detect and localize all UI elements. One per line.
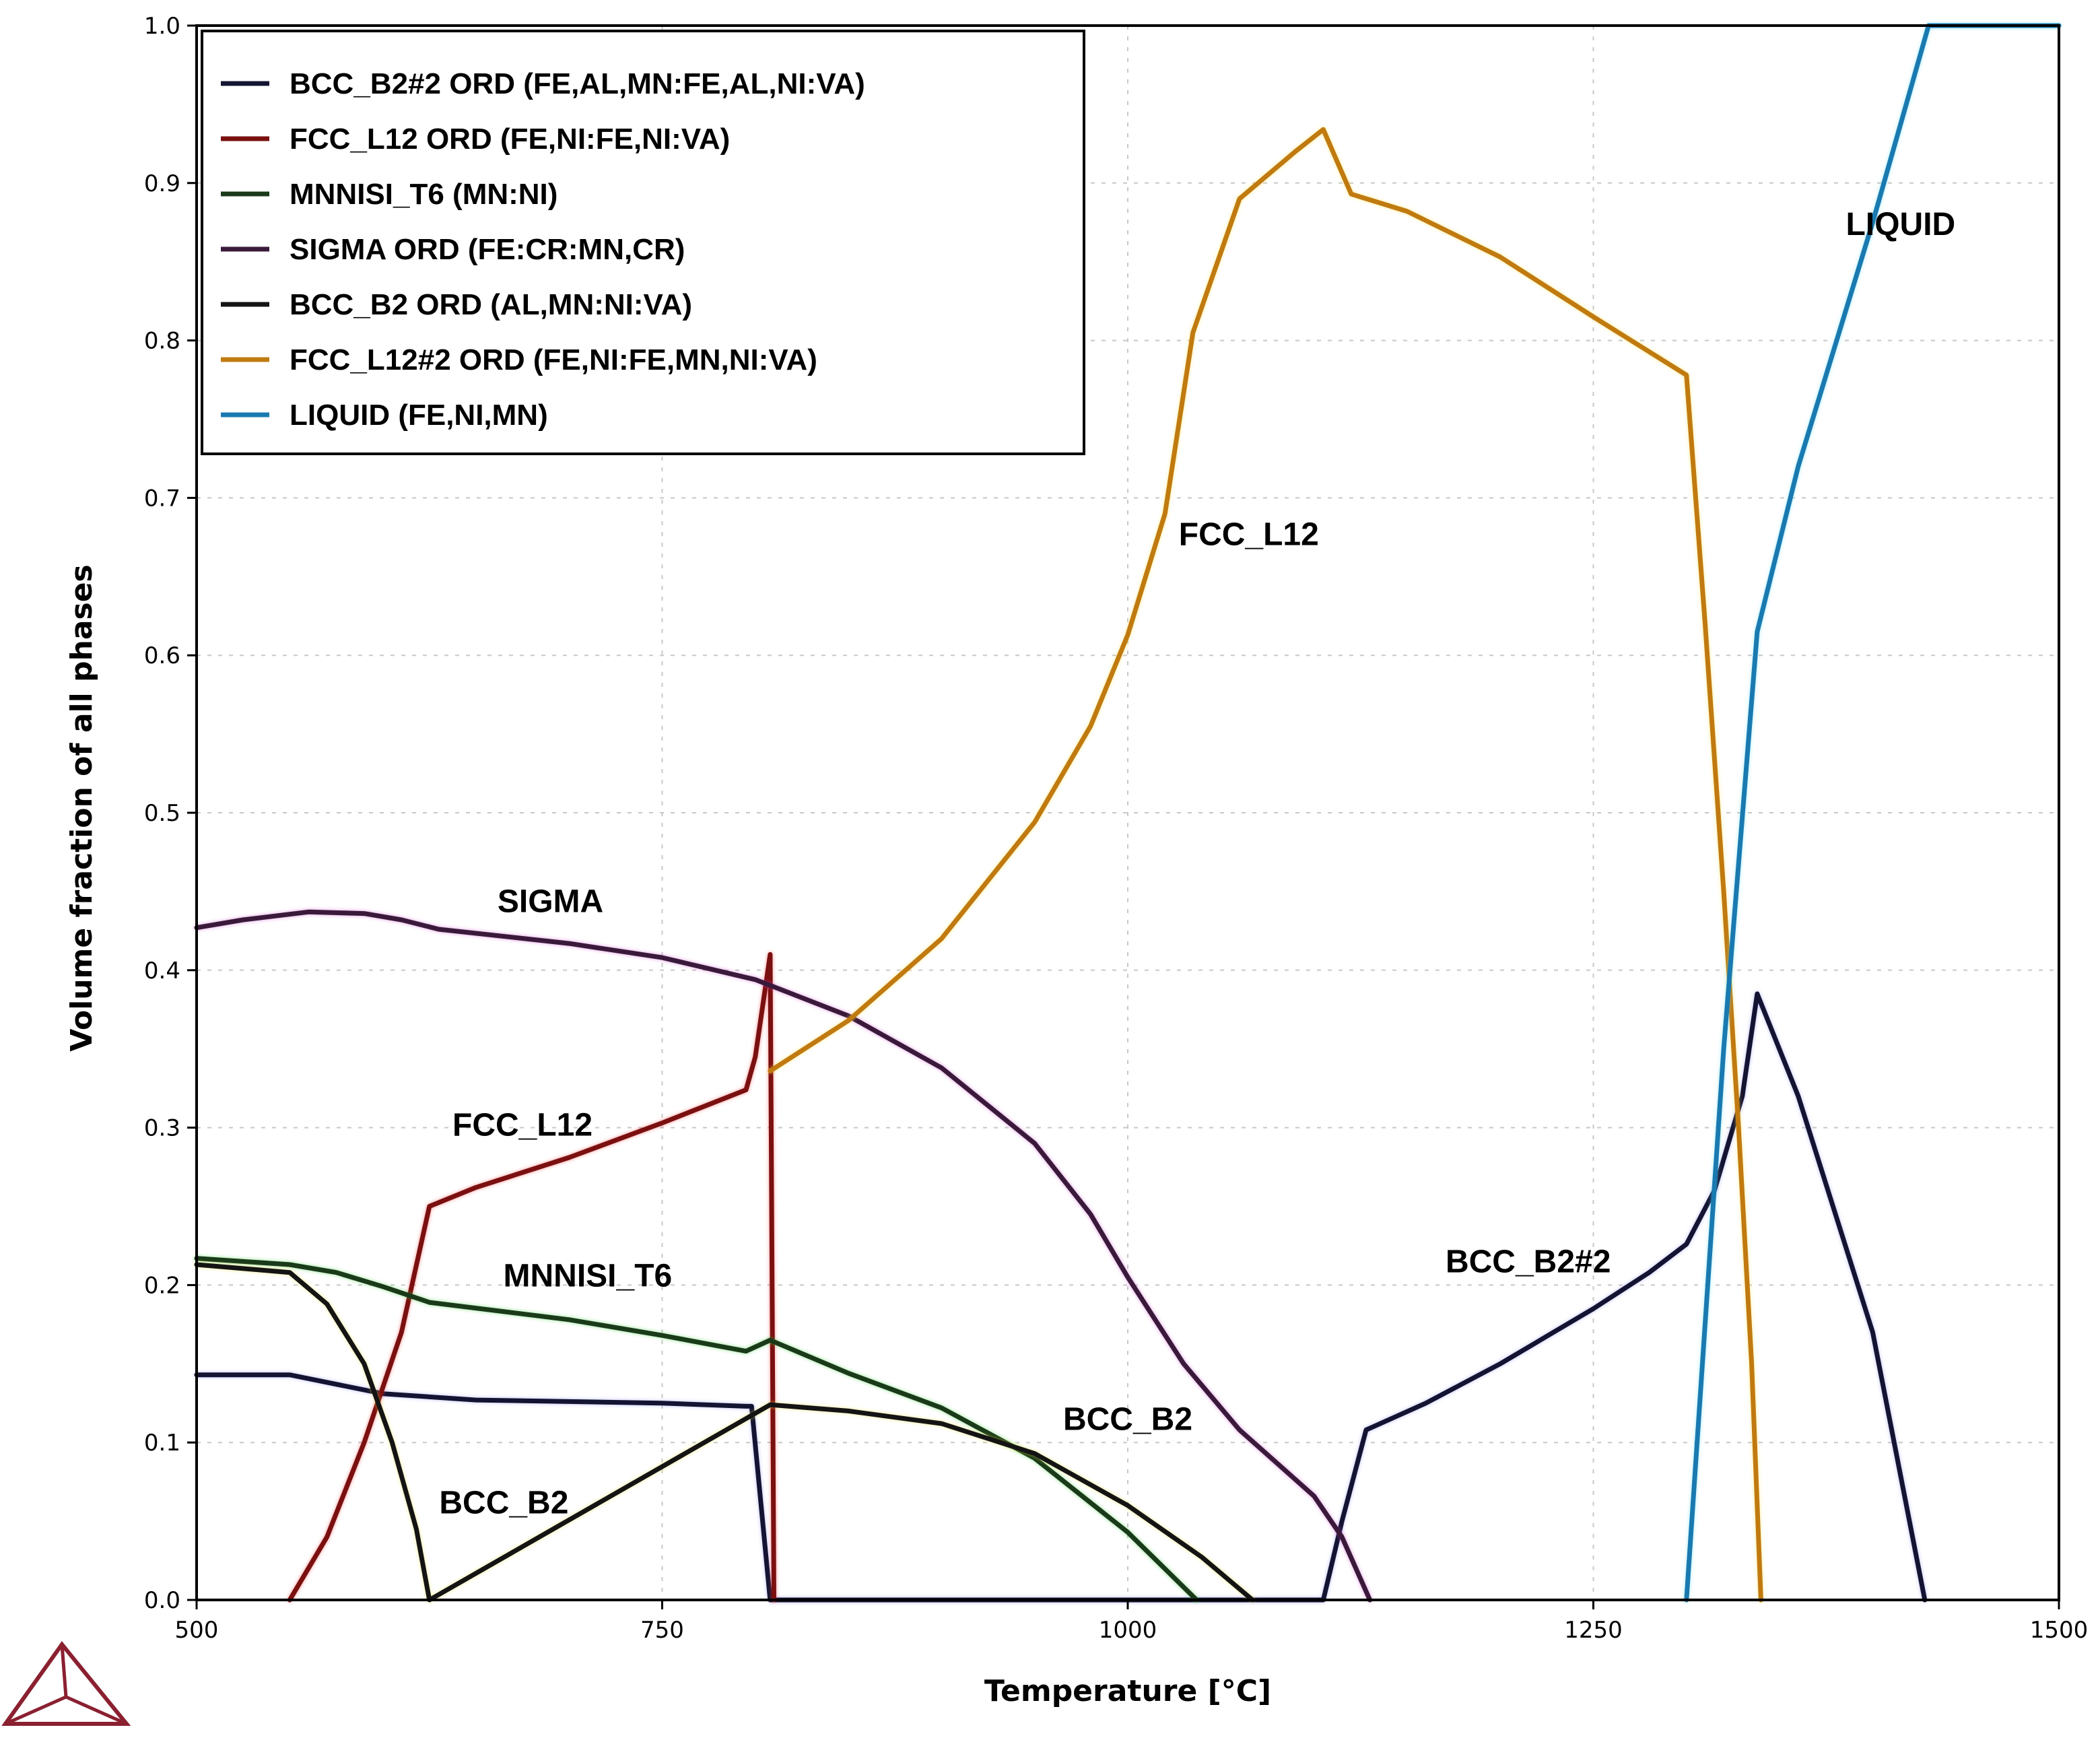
legend: BCC_B2#2 ORD (FE,AL,MN:FE,AL,NI:VA) FCC_L…: [201, 30, 1085, 455]
phase-annotation: BCC_B2: [439, 1485, 568, 1520]
x-tick-label: 750: [640, 1617, 684, 1644]
y-tick-label: 1.0: [144, 13, 180, 40]
thermo-calc-logo-icon: [1, 1641, 131, 1726]
logo-outline: [1, 1641, 131, 1726]
legend-entry: LIQUID (FE,NI,MN): [290, 399, 548, 432]
series-line-3: [194, 909, 1373, 1603]
series-line-1: [287, 951, 776, 1603]
x-tick-label: 500: [175, 1617, 219, 1644]
y-tick-label: 0.2: [144, 1272, 180, 1299]
y-tick-label: 0.8: [144, 328, 180, 355]
legend-entry: SIGMA ORD (FE:CR:MN,CR): [290, 233, 685, 266]
y-tick-label: 0.4: [144, 958, 180, 984]
legend-entry: BCC_B2#2 ORD (FE,AL,MN:FE,AL,NI:VA): [290, 67, 865, 100]
series-line-2: [194, 1256, 1199, 1603]
phase-annotation: BCC_B2#2: [1446, 1244, 1611, 1280]
y-tick-label: 0.9: [144, 170, 180, 197]
series-line-0: [194, 991, 1928, 1603]
x-tick-label: 1000: [1099, 1617, 1157, 1644]
y-tick-label: 0.0: [144, 1587, 180, 1614]
series-line-5: [768, 127, 1763, 1603]
series-glow-3: [194, 909, 1373, 1603]
series-layer: [194, 23, 2062, 1603]
legend-entry: FCC_L12#2 ORD (FE,NI:FE,MN,NI:VA): [290, 343, 817, 376]
y-tick-label: 0.6: [144, 642, 180, 669]
phase-annotation: MNNISI_T6: [504, 1259, 673, 1294]
phase-annotation: FCC_L12: [1179, 517, 1319, 553]
y-axis-title: Volume fraction of all phases: [65, 564, 99, 1052]
legend-entry: MNNISI_T6 (MN:NI): [290, 178, 557, 211]
y-tick-label: 0.7: [144, 485, 180, 512]
phase-annotation: SIGMA: [498, 883, 603, 919]
annotations: SIGMA FCC_L12 FCC_L12 MNNISI_T6 BCC_B2 BCC_B2…: [439, 207, 1955, 1520]
series-glow-2: [194, 1256, 1199, 1603]
phase-annotation: BCC_B2: [1063, 1401, 1192, 1437]
legend-entry: FCC_L12 ORD (FE,NI:FE,NI:VA): [290, 123, 730, 156]
logo-edge: [60, 1644, 68, 1698]
series-line-4: [194, 1262, 1255, 1603]
y-tick-label: 0.5: [144, 800, 180, 827]
phase-annotation: FCC_L12: [452, 1107, 592, 1143]
y-tick-label: 0.3: [144, 1115, 180, 1142]
phase-annotation: LIQUID: [1846, 207, 1956, 242]
x-tick-label: 1250: [1564, 1617, 1623, 1644]
x-axis-title: Temperature [°C]: [984, 1674, 1271, 1708]
logo-edge: [65, 1695, 128, 1726]
axes: 0.0 0.1 0.2 0.3 0.4 0.5 0.6 0.7 0.8 0.9 1.0 500 750 1…: [144, 13, 2088, 1644]
legend-entry: BCC_B2 ORD (AL,MN:NI:VA): [290, 288, 692, 321]
legend-box: [201, 30, 1085, 455]
y-tick-label: 0.1: [144, 1430, 180, 1457]
logo-edge: [4, 1695, 67, 1726]
series-line-6: [1684, 23, 2062, 1603]
x-tick-label: 1500: [2030, 1617, 2089, 1644]
